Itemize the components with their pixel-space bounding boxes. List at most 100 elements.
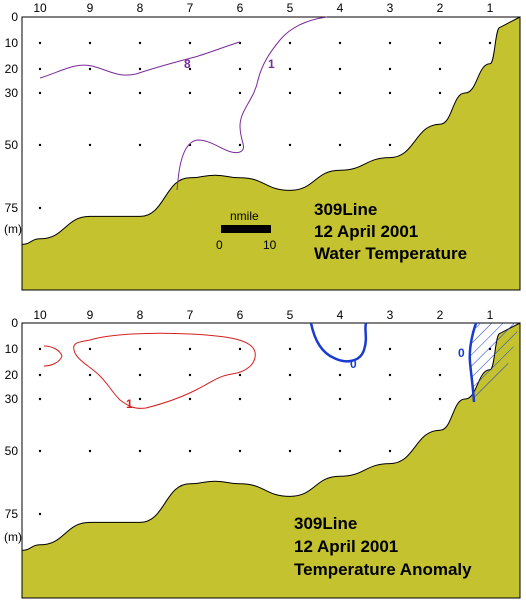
station-sample-dot xyxy=(438,91,442,95)
station-sample-dot xyxy=(388,373,392,377)
y-tick-label: 75 xyxy=(5,507,19,521)
station-sample-dot xyxy=(88,397,92,401)
y-tick-label: 30 xyxy=(5,86,19,100)
anomaly-panel: 0 0 1 10 9 8 7 6 5 4 3 2 1 0 10 20 30 50 75 (m) 309Lin… xyxy=(4,308,521,599)
contour-line-8 xyxy=(39,41,241,79)
station-sample-dot xyxy=(338,449,342,453)
station-sample-dot xyxy=(188,41,192,45)
station-sample-dot xyxy=(388,91,392,95)
contour-label-1: 1 xyxy=(126,397,133,411)
station-sample-dot xyxy=(338,397,342,401)
station-sample-dot xyxy=(238,449,242,453)
temperature-panel: 10 9 8 7 6 5 4 3 2 1 0 10 20 30 50 75 (m) 8 1 nmile 0 … xyxy=(4,1,521,291)
station-sample-dot xyxy=(388,67,392,71)
station-sample-dot xyxy=(438,41,442,45)
station-sample-dot xyxy=(88,91,92,95)
station-dots xyxy=(38,41,492,210)
station-sample-dot xyxy=(288,41,292,45)
station-sample-dot xyxy=(138,67,142,71)
y-tick-label: 50 xyxy=(5,138,19,152)
y-tick-labels: 0 10 20 30 50 75 xyxy=(5,10,19,215)
negative-anomaly-hatched-area xyxy=(468,323,519,402)
station-sample-dot xyxy=(338,143,342,147)
station-sample-dot xyxy=(338,373,342,377)
y-tick-label: 50 xyxy=(5,444,19,458)
station-sample-dot xyxy=(88,449,92,453)
x-tick-label: 2 xyxy=(437,1,444,15)
x-tick-label: 10 xyxy=(33,308,47,322)
x-tick-label: 9 xyxy=(87,1,94,15)
station-sample-dot xyxy=(238,91,242,95)
station-sample-dot xyxy=(38,41,42,45)
x-tick-label: 1 xyxy=(487,1,494,15)
station-sample-dot xyxy=(38,449,42,453)
x-tick-labels: 10 9 8 7 6 5 4 3 2 1 xyxy=(33,308,493,322)
station-sample-dot xyxy=(38,347,42,351)
scale-bar-end: 10 xyxy=(263,238,277,252)
station-sample-dot xyxy=(338,91,342,95)
station-sample-dot xyxy=(388,397,392,401)
station-sample-dot xyxy=(138,449,142,453)
x-tick-label: 5 xyxy=(287,308,294,322)
contour-label-8: 8 xyxy=(184,57,191,71)
station-sample-dot xyxy=(38,67,42,71)
station-sample-dot xyxy=(38,397,42,401)
station-sample-dot xyxy=(188,347,192,351)
station-sample-dot xyxy=(338,41,342,45)
x-tick-label: 3 xyxy=(387,1,394,15)
panel-title-line-3: Water Temperature xyxy=(314,244,467,263)
station-sample-dot xyxy=(288,449,292,453)
contour-line-1 xyxy=(176,16,328,191)
depth-unit: (m) xyxy=(4,222,22,236)
station-sample-dot xyxy=(288,67,292,71)
x-tick-label: 3 xyxy=(387,308,394,322)
y-tick-label: 30 xyxy=(5,392,19,406)
y-tick-label: 10 xyxy=(5,36,19,50)
contour-label-0-left: 0 xyxy=(350,357,357,371)
x-tick-label: 10 xyxy=(33,1,47,15)
scale-bar-rect xyxy=(221,225,271,233)
panel-title-line-2: 12 April 2001 xyxy=(314,222,418,241)
station-sample-dot xyxy=(38,512,42,516)
station-sample-dot xyxy=(338,67,342,71)
contour-label-1: 1 xyxy=(268,57,275,71)
x-tick-labels: 10 9 8 7 6 5 4 3 2 1 xyxy=(33,1,493,15)
station-sample-dot xyxy=(38,373,42,377)
panel-title-line-3: Temperature Anomaly xyxy=(294,560,472,579)
bottom-topography xyxy=(21,16,521,291)
x-tick-label: 7 xyxy=(187,308,194,322)
station-sample-dot xyxy=(288,91,292,95)
panel-title-line-1: 309Line xyxy=(294,514,357,533)
station-sample-dot xyxy=(38,143,42,147)
contour-line-0-left xyxy=(309,322,368,363)
station-sample-dot xyxy=(138,143,142,147)
y-tick-label: 75 xyxy=(5,201,19,215)
depth-unit: (m) xyxy=(4,530,22,544)
station-sample-dot xyxy=(388,449,392,453)
x-tick-label: 8 xyxy=(137,1,144,15)
station-sample-dot xyxy=(438,347,442,351)
bottom-topography xyxy=(21,322,521,599)
station-sample-dot xyxy=(138,91,142,95)
y-tick-label: 0 xyxy=(11,316,18,330)
x-tick-label: 2 xyxy=(437,308,444,322)
station-sample-dot xyxy=(88,143,92,147)
station-sample-dot xyxy=(488,347,492,351)
y-tick-label: 20 xyxy=(5,368,19,382)
station-sample-dot xyxy=(188,91,192,95)
station-sample-dot xyxy=(338,347,342,351)
station-sample-dot xyxy=(138,41,142,45)
x-tick-label: 9 xyxy=(87,308,94,322)
x-tick-label: 4 xyxy=(337,1,344,15)
x-tick-label: 6 xyxy=(237,308,244,322)
contour-label-0-right: 0 xyxy=(458,346,465,360)
scale-bar-label: nmile xyxy=(230,209,259,223)
panel-title-line-1: 309Line xyxy=(314,200,377,219)
station-sample-dot xyxy=(88,347,92,351)
station-sample-dot xyxy=(88,373,92,377)
station-sample-dot xyxy=(288,397,292,401)
y-tick-label: 10 xyxy=(5,342,19,356)
station-sample-dot xyxy=(288,143,292,147)
y-tick-label: 0 xyxy=(11,10,18,24)
